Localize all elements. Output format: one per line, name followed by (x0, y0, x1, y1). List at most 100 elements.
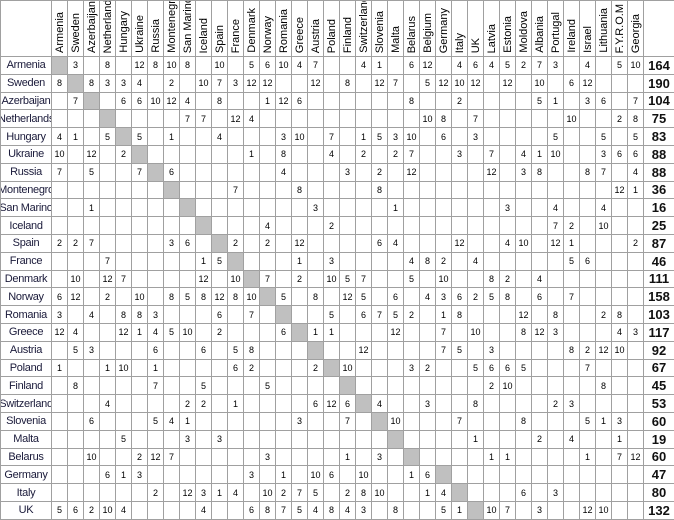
points-cell (580, 288, 596, 307)
points-cell: 10 (212, 57, 228, 75)
column-header-label: Greece (293, 16, 306, 53)
points-cell (116, 217, 132, 235)
points-cell: 10 (84, 448, 100, 467)
points-cell (500, 466, 516, 485)
points-cell (292, 448, 308, 467)
points-cell (580, 270, 596, 289)
points-cell (564, 57, 580, 75)
column-header-label: Germany (437, 7, 450, 53)
points-cell (436, 412, 452, 431)
points-cell (164, 252, 180, 271)
column-header-label: Ireland (565, 19, 578, 53)
points-cell: 4 (164, 412, 180, 431)
points-cell: 5 (292, 501, 308, 520)
points-cell: 10 (100, 501, 116, 520)
points-cell (548, 288, 564, 307)
points-cell: 10 (532, 74, 548, 93)
points-cell (468, 484, 484, 502)
points-cell: 7 (548, 217, 564, 235)
points-cell (468, 306, 484, 324)
points-cell (324, 57, 340, 75)
points-cell (164, 466, 180, 485)
points-cell: 5 (180, 288, 196, 307)
points-cell (468, 163, 484, 182)
points-cell: 6 (164, 163, 180, 182)
total-cell: 60 (644, 413, 674, 431)
points-cell: 2 (548, 395, 564, 413)
points-cell (52, 181, 68, 200)
row-header: Denmark (1, 270, 52, 289)
points-cell: 2 (516, 57, 532, 75)
points-cell: 8 (116, 306, 132, 324)
points-cell: 3 (468, 128, 484, 146)
points-cell (276, 359, 292, 378)
points-cell (596, 252, 612, 271)
total-cell: 16 (644, 199, 674, 218)
self-vote-cell (452, 484, 468, 502)
points-cell: 1 (308, 323, 324, 342)
points-cell (420, 323, 436, 342)
points-cell (68, 448, 84, 467)
points-cell (532, 128, 548, 146)
points-cell: 10 (516, 234, 532, 253)
points-cell: 5 (468, 359, 484, 378)
points-cell: 7 (100, 252, 116, 271)
points-cell: 7 (436, 341, 452, 360)
points-cell: 4 (180, 92, 196, 111)
points-cell (308, 145, 324, 164)
points-cell (532, 306, 548, 324)
points-cell: 8 (516, 412, 532, 431)
points-cell (580, 430, 596, 449)
points-cell (372, 145, 388, 164)
points-cell (196, 145, 212, 164)
points-cell (532, 199, 548, 218)
row-header: Finland (1, 377, 52, 396)
points-cell: 8 (196, 288, 212, 307)
points-cell (580, 110, 596, 129)
points-cell (324, 110, 340, 129)
points-cell (276, 252, 292, 271)
points-cell: 5 (100, 128, 116, 146)
points-cell (468, 92, 484, 111)
points-cell: 8 (212, 92, 228, 111)
column-header: Hungary (116, 1, 132, 57)
points-cell (196, 448, 212, 467)
points-cell: 5 (596, 128, 612, 146)
points-cell (132, 234, 148, 253)
points-cell: 4 (420, 288, 436, 307)
points-cell (68, 163, 84, 182)
points-cell (196, 466, 212, 485)
points-cell (452, 359, 468, 378)
points-cell: 7 (436, 323, 452, 342)
points-cell: 3 (52, 306, 68, 324)
row-header: Sweden (1, 74, 52, 93)
points-cell (596, 270, 612, 289)
points-cell: 12 (148, 448, 164, 467)
points-cell: 5 (628, 128, 644, 146)
points-cell (164, 484, 180, 502)
points-cell (564, 323, 580, 342)
points-cell: 5 (164, 323, 180, 342)
points-cell (516, 110, 532, 129)
points-cell: 2 (420, 359, 436, 378)
total-cell: 45 (644, 377, 674, 396)
points-cell (340, 252, 356, 271)
points-cell (628, 359, 644, 378)
points-cell (260, 359, 276, 378)
points-cell (180, 163, 196, 182)
corner-cell (1, 1, 52, 57)
points-cell (84, 128, 100, 146)
points-cell (340, 128, 356, 146)
points-cell (516, 74, 532, 93)
points-cell: 12 (580, 501, 596, 520)
points-cell (276, 217, 292, 235)
points-cell: 2 (148, 484, 164, 502)
points-cell: 2 (180, 395, 196, 413)
points-cell (164, 110, 180, 129)
column-header-label: San Marino (181, 1, 194, 53)
points-cell (564, 448, 580, 467)
column-header: Norway (260, 1, 276, 57)
row-header: Germany (1, 466, 52, 485)
points-cell (628, 306, 644, 324)
points-cell: 10 (340, 359, 356, 378)
